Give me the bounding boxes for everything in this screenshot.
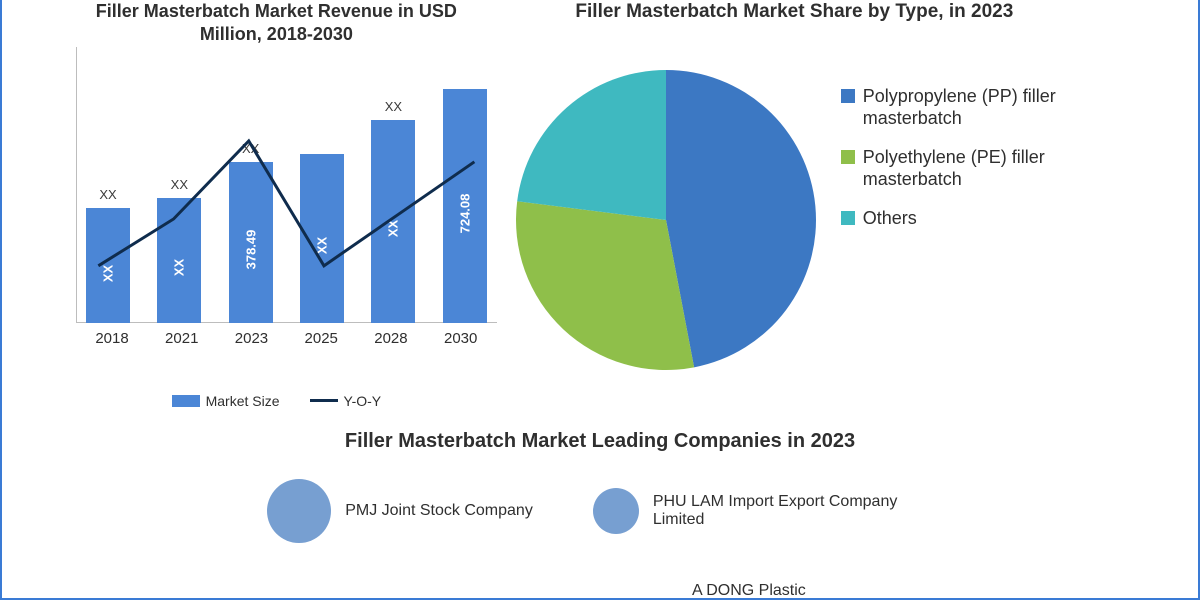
companies-title: Filler Masterbatch Market Leading Compan…	[2, 430, 1198, 453]
legend-market-size: Market Size	[172, 393, 280, 409]
bar-chart-title: Filler Masterbatch Market Revenue in USD…	[42, 0, 511, 47]
pie-legend-item: Polypropylene (PP) filler masterbatch	[841, 85, 1071, 130]
company-bubble	[267, 479, 331, 543]
pie-chart	[511, 65, 821, 375]
legend-yoy-label: Y-O-Y	[344, 393, 382, 409]
company-name: PMJ Joint Stock Company	[345, 502, 533, 520]
bar: 724.08	[443, 89, 487, 323]
companies-section: Filler Masterbatch Market Leading Compan…	[2, 430, 1198, 543]
bar-value-label: XX	[315, 237, 330, 254]
company-name-partial: A DONG Plastic	[692, 582, 806, 600]
company-item: PMJ Joint Stock Company	[267, 479, 533, 543]
bar-value-label: XX	[172, 259, 187, 276]
bar-value-label: 378.49	[243, 230, 258, 270]
x-tick-label: 2023	[225, 330, 277, 347]
pie-svg	[511, 65, 821, 375]
bar: XX	[300, 154, 344, 323]
pie-legend-label: Others	[863, 207, 917, 230]
legend-bar-swatch	[172, 395, 200, 407]
bar: XX	[157, 198, 201, 323]
bar-chart-area: XXXXXXXXXX378.49XXXXXX724.08 20182021202…	[82, 57, 491, 347]
x-tick-label: 2018	[86, 330, 138, 347]
pie-legend-swatch	[841, 89, 855, 103]
bar-chart-legend: Market Size Y-O-Y	[42, 393, 511, 409]
pie-chart-panel: Filler Masterbatch Market Share by Type,…	[511, 0, 1158, 430]
bar-top-label: XX	[99, 187, 116, 202]
bar-value-label: XX	[386, 220, 401, 237]
legend-market-size-label: Market Size	[206, 393, 280, 409]
x-tick-label: 2025	[295, 330, 347, 347]
bar: XX	[86, 208, 130, 322]
bar: XX	[371, 120, 415, 323]
bar-column: XX	[296, 154, 348, 323]
x-tick-label: 2030	[435, 330, 487, 347]
pie-legend-swatch	[841, 211, 855, 225]
company-item: PHU LAM Import Export Company Limited	[593, 488, 933, 534]
legend-yoy: Y-O-Y	[310, 393, 382, 409]
bar-column: 724.08	[439, 89, 491, 323]
x-axis-labels: 2018 2021 2023 2025 2028 2030	[82, 330, 491, 347]
pie-slice	[666, 70, 816, 367]
pie-legend-swatch	[841, 150, 855, 164]
bar-column: XXXX	[153, 198, 205, 323]
bar-column: XX378.49	[225, 162, 277, 323]
bar-top-label: XX	[242, 141, 259, 156]
pie-chart-title: Filler Masterbatch Market Share by Type,…	[511, 0, 1158, 25]
bar-column: XXXX	[82, 208, 134, 322]
legend-line-swatch	[310, 399, 338, 402]
bar-top-label: XX	[385, 99, 402, 114]
bar-chart-panel: Filler Masterbatch Market Revenue in USD…	[42, 0, 511, 430]
company-name: PHU LAM Import Export Company Limited	[653, 493, 933, 529]
companies-row: PMJ Joint Stock Company PHU LAM Import Ex…	[2, 479, 1198, 543]
pie-legend: Polypropylene (PP) filler masterbatch Pol…	[841, 85, 1071, 375]
pie-slice	[517, 70, 666, 220]
bar: 378.49	[229, 162, 273, 323]
y-axis-line	[76, 47, 77, 323]
bar-top-label: XX	[171, 177, 188, 192]
pie-legend-label: Polyethylene (PE) filler masterbatch	[863, 146, 1071, 191]
pie-legend-item: Polyethylene (PE) filler masterbatch	[841, 146, 1071, 191]
bar-value-label: XX	[101, 264, 116, 281]
bar-value-label: 724.08	[457, 193, 472, 233]
x-tick-label: 2021	[156, 330, 208, 347]
pie-legend-item: Others	[841, 207, 1071, 230]
top-row: Filler Masterbatch Market Revenue in USD…	[2, 0, 1198, 430]
bar-column: XXXX	[367, 120, 419, 323]
company-bubble	[593, 488, 639, 534]
pie-legend-label: Polypropylene (PP) filler masterbatch	[863, 85, 1071, 130]
x-tick-label: 2028	[365, 330, 417, 347]
bar-row: XXXXXXXXXX378.49XXXXXX724.08	[82, 63, 491, 323]
